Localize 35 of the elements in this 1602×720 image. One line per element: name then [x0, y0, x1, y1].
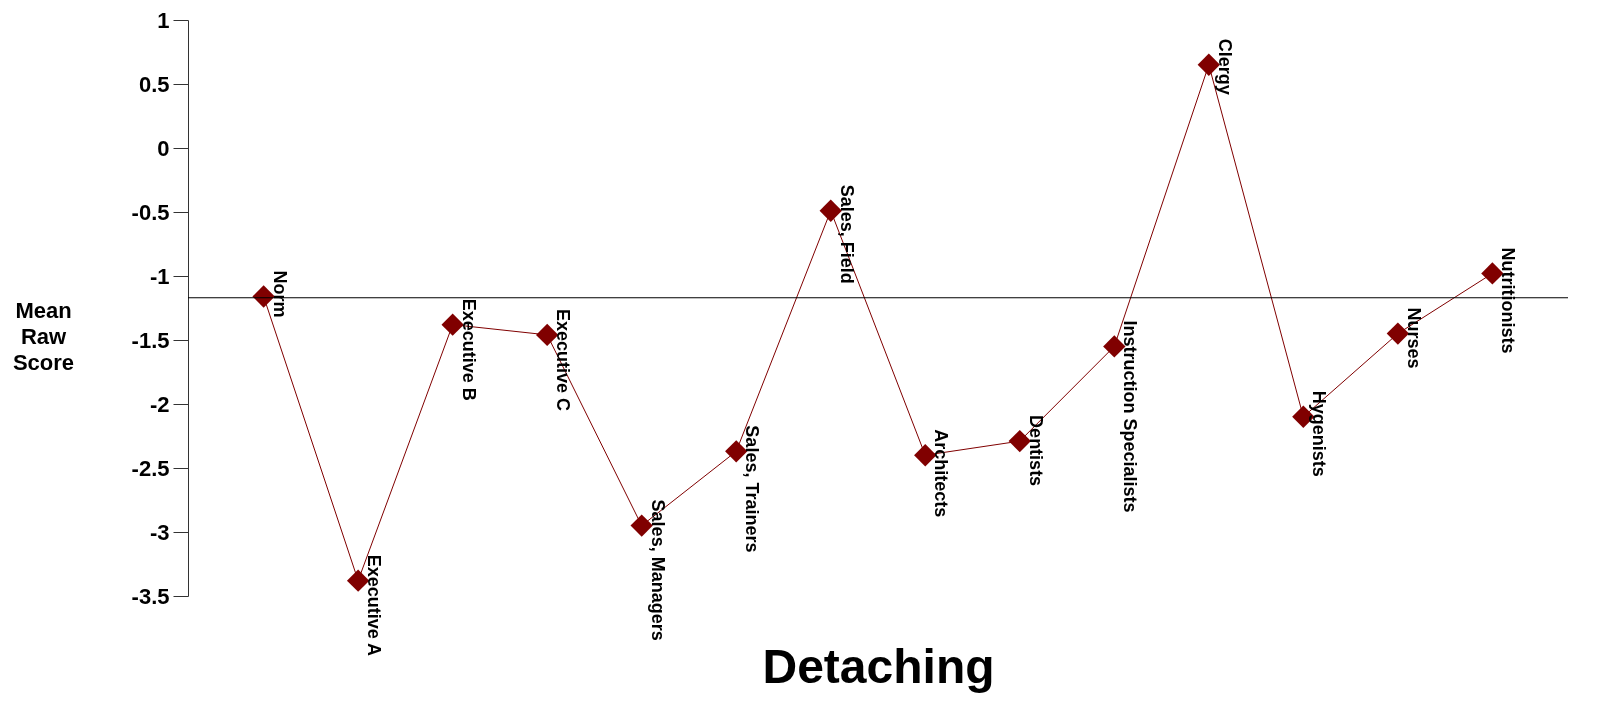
y-axis-title: Mean Raw Score [12, 297, 75, 375]
point [441, 313, 464, 336]
y-tick-label: 0.5 [138, 71, 170, 97]
y-tick-label: 0 [157, 135, 170, 161]
point [1481, 262, 1504, 285]
y-tick-label: 1 [157, 7, 170, 33]
y-tick-label: -1 [149, 263, 170, 289]
point [252, 285, 275, 308]
point [1103, 335, 1126, 358]
x-tick-label: Architects [931, 429, 952, 518]
x-tick-label: Instruction Specialists [1120, 320, 1141, 513]
point [1008, 429, 1031, 453]
x-tick-label: Executive A [364, 554, 385, 657]
y-tick-label: -1.5 [131, 327, 170, 353]
y-tick-label: -2.5 [131, 455, 170, 481]
point [346, 569, 370, 592]
point [914, 444, 937, 467]
x-tick-label: Executive B [458, 298, 479, 401]
y-tick-label: -3.5 [131, 583, 170, 609]
x-tick-label: Clergy [1214, 38, 1235, 95]
x-tick-label: Nurses [1403, 307, 1424, 369]
x-tick-label: Norm [269, 270, 290, 318]
point [1386, 322, 1410, 345]
x-tick-label: Sales, Managers [647, 499, 668, 641]
x-tick-label: Sales, Trainers [742, 425, 763, 553]
x-tick-label: Sales, Field [836, 184, 857, 284]
y-tick-label: -3 [149, 519, 170, 545]
x-tick-label: Executive C [553, 308, 574, 411]
y-tick-label: -0.5 [131, 199, 170, 225]
point [536, 323, 559, 347]
x-tick-label: Nutritionists [1498, 247, 1519, 354]
x-axis-title: Detaching [762, 639, 995, 693]
x-tick-label: Dentists [1025, 415, 1046, 487]
y-tick-label: -2 [149, 391, 170, 417]
x-tick-label: Hygenists [1309, 390, 1330, 477]
